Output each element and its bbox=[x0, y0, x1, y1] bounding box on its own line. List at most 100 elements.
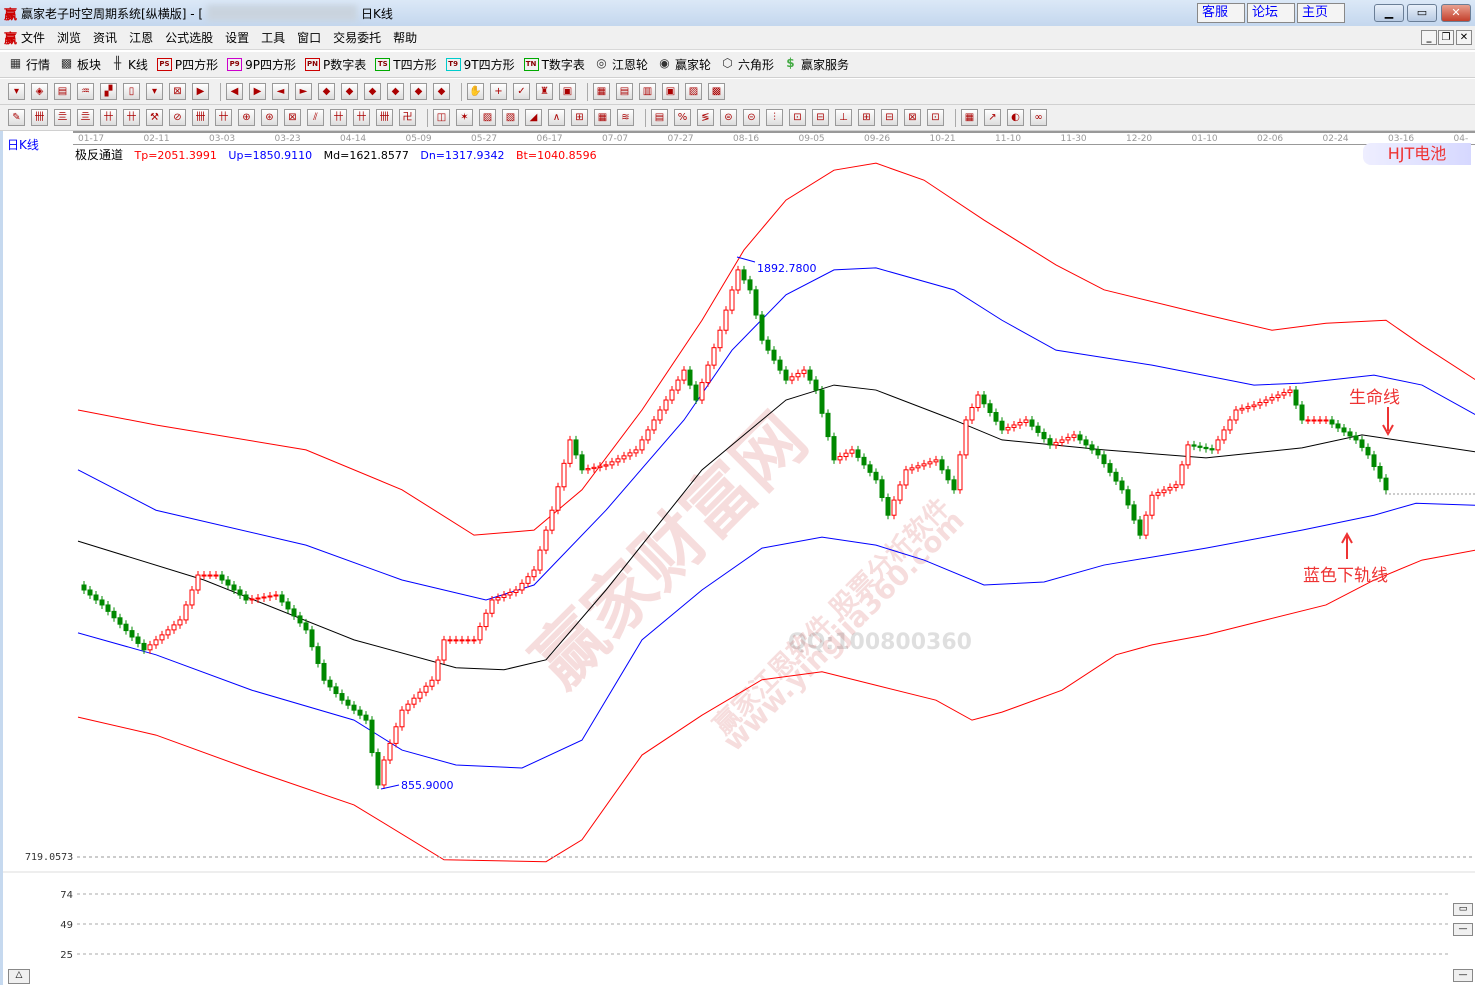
maximize-button[interactable]: ▭ bbox=[1407, 4, 1437, 22]
tool-icon[interactable]: 卄 bbox=[123, 109, 140, 126]
menu-gann[interactable]: 江恩 bbox=[129, 31, 154, 45]
tool-icon[interactable]: ⊟ bbox=[812, 109, 829, 126]
tool-icon[interactable]: ⊕ bbox=[238, 109, 255, 126]
tool-icon[interactable]: 卄 bbox=[330, 109, 347, 126]
tool-icon[interactable]: ▣ bbox=[559, 83, 576, 100]
tool-icon[interactable]: ▣ bbox=[662, 83, 679, 100]
app-menu-icon[interactable]: 赢 bbox=[4, 32, 18, 47]
menu-settings[interactable]: 设置 bbox=[225, 31, 250, 45]
tool-icon[interactable]: ⊞ bbox=[858, 109, 875, 126]
tool-icon[interactable]: ⫽ bbox=[307, 109, 324, 126]
toolbar-item-2[interactable]: ╫ K线 bbox=[110, 56, 148, 73]
tool-icon[interactable]: ▤ bbox=[651, 109, 668, 126]
tool-icon[interactable]: ⊠ bbox=[904, 109, 921, 126]
menu-help[interactable]: 帮助 bbox=[393, 31, 418, 45]
tool-icon[interactable]: ▦ bbox=[593, 83, 610, 100]
tool-icon[interactable]: ▩ bbox=[708, 83, 725, 100]
tool-icon[interactable]: ◆ bbox=[364, 83, 381, 100]
tool-icon[interactable]: ◀ bbox=[226, 83, 243, 100]
menu-window[interactable]: 窗口 bbox=[297, 31, 322, 45]
mdi-close-button[interactable]: ✕ bbox=[1456, 30, 1472, 45]
tool-icon[interactable]: ▧ bbox=[502, 109, 519, 126]
toolbar-item-11[interactable]: ⬡ 六角形 bbox=[720, 56, 774, 73]
menu-tools[interactable]: 工具 bbox=[261, 31, 286, 45]
tool-icon[interactable]: ↗ bbox=[984, 109, 1001, 126]
toolbar-item-7[interactable]: T9 9T四方形 bbox=[445, 56, 515, 73]
tool-icon[interactable]: ◫ bbox=[433, 109, 450, 126]
tool-icon[interactable]: ▦ bbox=[594, 109, 611, 126]
tool-icon[interactable]: ▤ bbox=[54, 83, 71, 100]
tool-icon[interactable]: ▨ bbox=[479, 109, 496, 126]
tool-icon[interactable]: ⊥ bbox=[835, 109, 852, 126]
menu-trade[interactable]: 交易委托 bbox=[333, 31, 382, 45]
tool-icon[interactable]: % bbox=[674, 109, 691, 126]
tool-icon[interactable]: ⊞ bbox=[571, 109, 588, 126]
tool-icon[interactable]: ≶ bbox=[697, 109, 714, 126]
scroll-down-button[interactable]: — bbox=[1453, 969, 1473, 982]
toolbar-item-0[interactable]: ▦ 行情 bbox=[8, 56, 50, 73]
toolbar-item-10[interactable]: ◉ 赢家轮 bbox=[657, 56, 711, 73]
scroll-mid-button[interactable]: — bbox=[1453, 923, 1473, 936]
tool-icon[interactable]: ▶ bbox=[249, 83, 266, 100]
tool-icon[interactable]: ◄ bbox=[272, 83, 289, 100]
tool-icon[interactable]: ⊠ bbox=[284, 109, 301, 126]
tool-icon[interactable]: ∞ bbox=[1030, 109, 1047, 126]
tool-icon[interactable]: ◆ bbox=[387, 83, 404, 100]
toolbar-item-8[interactable]: TN T数字表 bbox=[523, 56, 585, 73]
toolbar-item-12[interactable]: $ 赢家服务 bbox=[783, 56, 849, 73]
tool-icon[interactable]: ▤ bbox=[616, 83, 633, 100]
menu-browse[interactable]: 浏览 bbox=[57, 31, 82, 45]
tool-icon[interactable]: ▥ bbox=[639, 83, 656, 100]
tool-icon[interactable]: ⊡ bbox=[789, 109, 806, 126]
toolbar-item-3[interactable]: PS P四方形 bbox=[156, 56, 218, 73]
tool-icon[interactable]: ⊛ bbox=[261, 109, 278, 126]
link-customer-service[interactable]: 客服 bbox=[1197, 3, 1245, 23]
tool-icon[interactable]: ▞ bbox=[100, 83, 117, 100]
chart-area[interactable]: 01-17 02-11 03-03 03-23 04-14 05-09 05-27 06-17… bbox=[0, 131, 1475, 985]
tool-icon[interactable]: 卄 bbox=[100, 109, 117, 126]
toolbar-item-1[interactable]: ▩ 板块 bbox=[59, 56, 101, 73]
scroll-up-button[interactable]: ▭ bbox=[1453, 903, 1473, 916]
tool-icon[interactable]: 卌 bbox=[376, 109, 393, 126]
tool-icon[interactable]: 亖 bbox=[54, 109, 71, 126]
tool-icon[interactable]: ⊜ bbox=[720, 109, 737, 126]
tool-icon[interactable]: ◢ bbox=[525, 109, 542, 126]
tool-icon[interactable]: ▨ bbox=[685, 83, 702, 100]
toolbar-item-4[interactable]: P9 9P四方形 bbox=[227, 56, 296, 73]
mdi-minimize-button[interactable]: _ bbox=[1421, 30, 1437, 45]
toolbar-item-9[interactable]: ◎ 江恩轮 bbox=[594, 56, 648, 73]
menu-screener[interactable]: 公式选股 bbox=[165, 31, 214, 45]
tool-icon[interactable]: + bbox=[490, 83, 507, 100]
tool-icon[interactable]: ⊝ bbox=[743, 109, 760, 126]
menu-news[interactable]: 资讯 bbox=[93, 31, 118, 45]
menu-file[interactable]: 文件 bbox=[21, 31, 46, 45]
tool-icon[interactable]: 亖 bbox=[77, 109, 94, 126]
tool-icon[interactable]: ▾ bbox=[8, 83, 25, 100]
tool-icon[interactable]: ⫶ bbox=[766, 109, 783, 126]
tool-icon[interactable]: 卍 bbox=[399, 109, 416, 126]
tool-icon[interactable]: ◆ bbox=[410, 83, 427, 100]
link-forum[interactable]: 论坛 bbox=[1247, 3, 1295, 23]
mdi-restore-button[interactable]: ❐ bbox=[1438, 30, 1454, 45]
tool-icon[interactable]: ◆ bbox=[318, 83, 335, 100]
tool-icon[interactable]: ▦ bbox=[961, 109, 978, 126]
tool-icon[interactable]: ∧ bbox=[548, 109, 565, 126]
tool-icon[interactable]: 卄 bbox=[353, 109, 370, 126]
tool-icon[interactable]: ✎ bbox=[8, 109, 25, 126]
link-homepage[interactable]: 主页 bbox=[1297, 3, 1345, 23]
tool-icon[interactable]: ≋ bbox=[617, 109, 634, 126]
tool-icon[interactable]: ⊡ bbox=[927, 109, 944, 126]
tool-icon[interactable]: ✓ bbox=[513, 83, 530, 100]
tool-icon[interactable]: ◆ bbox=[341, 83, 358, 100]
tool-icon[interactable]: ♒ bbox=[77, 83, 94, 100]
tool-icon[interactable]: ⊠ bbox=[169, 83, 186, 100]
tool-icon[interactable]: ▯ bbox=[123, 83, 140, 100]
tool-icon[interactable]: ◆ bbox=[433, 83, 450, 100]
tool-icon[interactable]: ✶ bbox=[456, 109, 473, 126]
toolbar-item-5[interactable]: PN P数字表 bbox=[305, 56, 366, 73]
tool-icon[interactable]: ◐ bbox=[1007, 109, 1024, 126]
tool-icon[interactable]: ▾ bbox=[146, 83, 163, 100]
close-button[interactable]: ✕ bbox=[1441, 4, 1471, 22]
tool-icon[interactable]: 卌 bbox=[31, 109, 48, 126]
period-label[interactable]: 日K线 bbox=[7, 138, 39, 152]
